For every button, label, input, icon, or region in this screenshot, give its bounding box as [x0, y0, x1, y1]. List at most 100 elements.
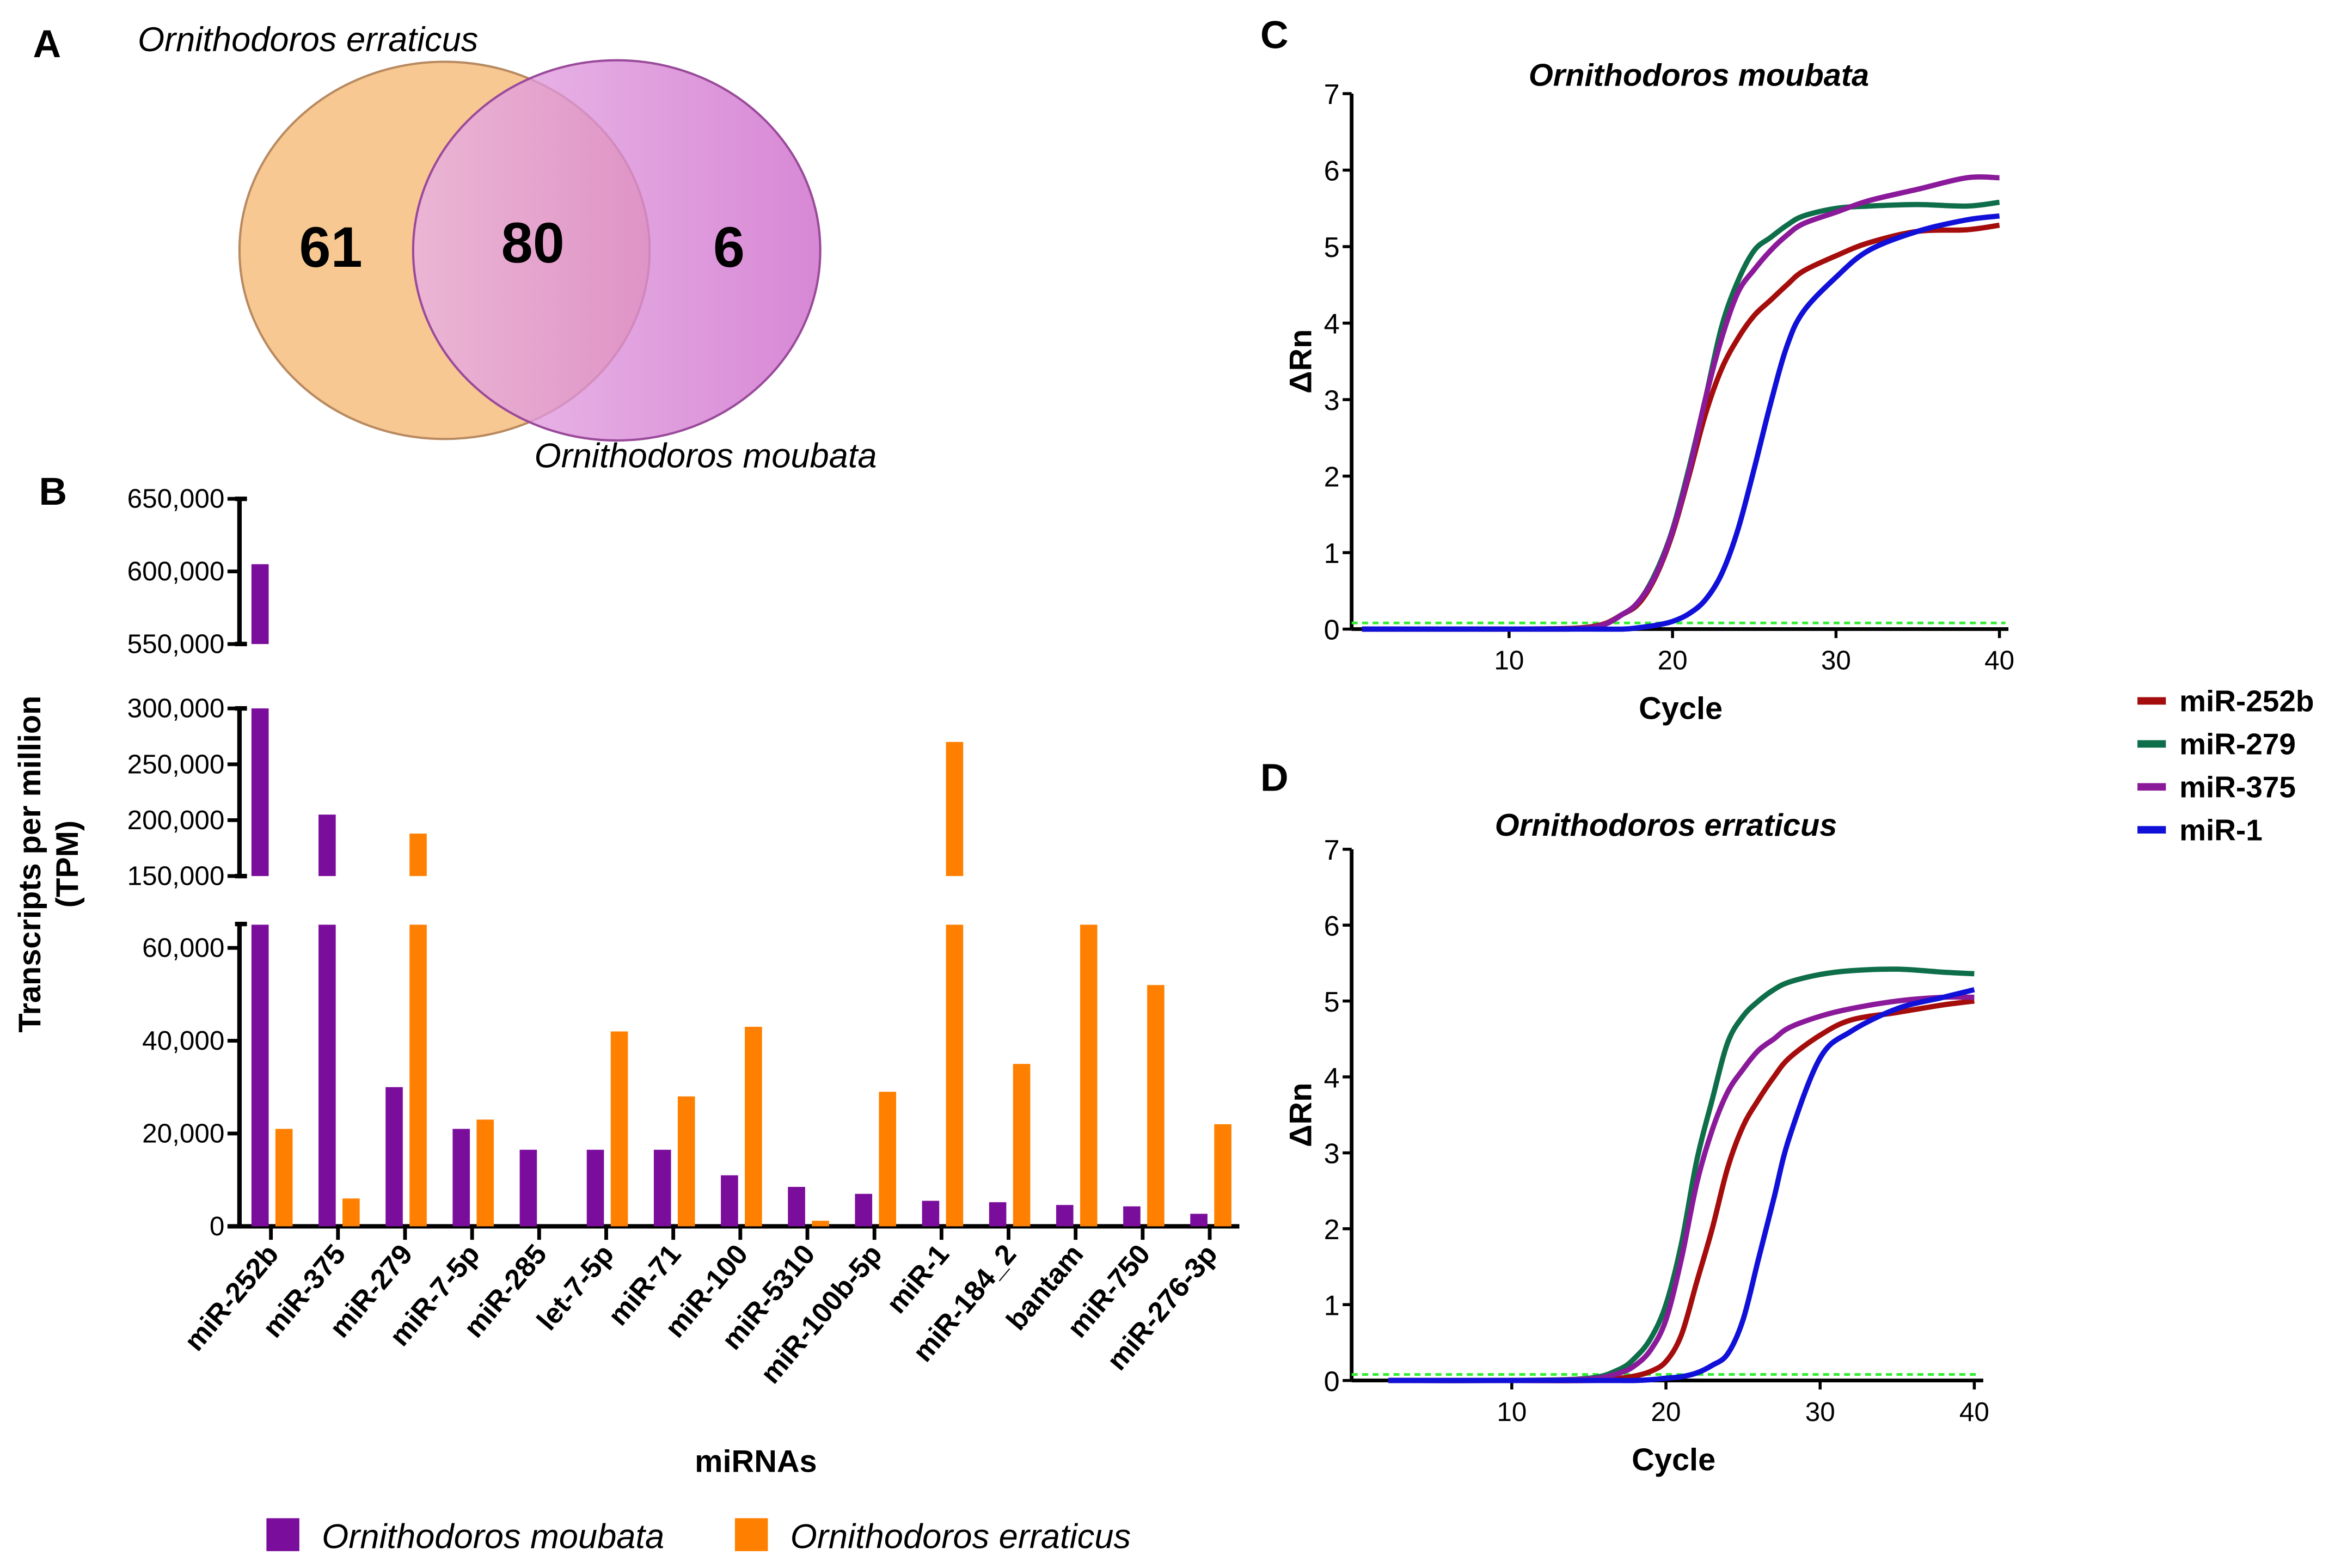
y-tick-label: 300,000: [127, 694, 225, 724]
venn-label-erraticus: Ornithodoros erraticus: [138, 21, 478, 59]
bar-erraticus: [610, 1031, 628, 1227]
bar-erraticus: [879, 1092, 897, 1227]
legend-label: miR-375: [2179, 770, 2296, 804]
venn-diagram: A Ornithodoros erraticus Ornithodoros mo…: [33, 21, 877, 475]
y-tick-label: 1: [1324, 1290, 1340, 1321]
x-axis-label: miRNAs: [695, 1444, 817, 1479]
bar-erraticus: [677, 1096, 695, 1227]
series-line-miR-279: [1388, 966, 1975, 1383]
x-tick-label: 40: [1984, 646, 2014, 676]
bar-legend: Ornithodoros moubata Ornithodoros errati…: [266, 1518, 1131, 1556]
series-line-miR-252b: [1362, 222, 2000, 632]
bar-moubata: [251, 924, 269, 1227]
y-tick-label: 3: [1324, 1138, 1340, 1170]
venn-count-overlap: 80: [501, 211, 565, 275]
bar-erraticus: [946, 742, 964, 877]
bar-moubata: [788, 1186, 805, 1227]
y-tick-label: 2: [1324, 1214, 1340, 1246]
bar-moubata: [251, 708, 269, 877]
x-tick-label: 10: [1494, 646, 1524, 676]
chart-title: Ornithodoros moubata: [1529, 58, 1869, 93]
legend-swatch-moubata: [266, 1518, 299, 1552]
bar-moubata: [318, 814, 336, 877]
y-tick-label: 650,000: [127, 484, 225, 514]
y-axis-label: ΔRn: [1283, 329, 1318, 393]
bar-moubata: [452, 1129, 470, 1227]
panel-label-c: C: [1260, 14, 1289, 57]
bar-erraticus: [812, 1221, 829, 1227]
y-tick-label: 40,000: [142, 1026, 224, 1056]
panel-label-b: B: [39, 470, 67, 513]
x-tick-label: 20: [1658, 646, 1688, 676]
series-line-miR-252b: [1388, 998, 1975, 1383]
legend-label-moubata: Ornithodoros moubata: [322, 1518, 664, 1556]
venn-count-left: 61: [299, 216, 363, 279]
y-tick-label: 4: [1324, 309, 1340, 340]
legend-label-erraticus: Ornithodoros erraticus: [790, 1518, 1131, 1556]
series-line-miR-1: [1388, 987, 1975, 1383]
y-tick-label: 0: [210, 1211, 225, 1241]
y-axis-label: ΔRn: [1283, 1083, 1318, 1147]
bar-moubata: [653, 1149, 671, 1227]
y-tick-label: 1: [1324, 538, 1340, 569]
bar-moubata: [1056, 1205, 1074, 1227]
bar-moubata: [251, 564, 269, 644]
x-tick-label: 30: [1805, 1397, 1835, 1427]
bar-moubata: [1190, 1214, 1208, 1227]
bar-moubata: [519, 1149, 537, 1227]
legend-label: miR-1: [2179, 813, 2263, 847]
bar-erraticus: [409, 924, 427, 1227]
y-tick-label: 600,000: [127, 556, 225, 586]
y-tick-label: 7: [1324, 835, 1340, 866]
y-tick-label: 200,000: [127, 805, 225, 835]
y-axis-label-unit: (TPM): [50, 820, 85, 908]
bar-erraticus: [409, 834, 427, 877]
y-tick-label: 0: [1324, 615, 1340, 646]
x-axis-label: Cycle: [1632, 1443, 1715, 1478]
bar-moubata: [385, 1087, 403, 1227]
legend-label: miR-279: [2179, 727, 2296, 761]
y-tick-label: 4: [1324, 1062, 1340, 1094]
y-tick-label: 3: [1324, 385, 1340, 416]
bar-moubata: [922, 1200, 940, 1227]
series-line-miR-375: [1388, 994, 1975, 1383]
y-tick-label: 5: [1324, 987, 1340, 1018]
series-line-miR-279: [1362, 199, 2000, 632]
panel-label-d: D: [1260, 756, 1289, 799]
bar-erraticus: [1013, 1064, 1031, 1227]
x-axis-label: Cycle: [1639, 691, 1723, 726]
legend-label: miR-252b: [2179, 684, 2314, 718]
qpcr-chart-erraticus: D Ornithodoros erraticus 0 1 2 3 4 5 6 7 10 20 30 40…: [1260, 756, 1989, 1477]
y-tick-label: 60,000: [142, 933, 224, 963]
series-line-miR-375: [1362, 174, 2000, 632]
y-tick-label: 150,000: [127, 861, 225, 891]
y-tick-label: 7: [1324, 79, 1340, 111]
venn-count-right: 6: [713, 216, 745, 279]
bar-moubata: [586, 1149, 604, 1227]
bar-erraticus: [1214, 1124, 1231, 1227]
panel-label-a: A: [33, 22, 61, 66]
bar-moubata: [1123, 1206, 1141, 1227]
qpcr-chart-moubata: C Ornithodoros moubata 0 1 2 3 4 5 6 7 10 20 30 40 Cy…: [1260, 14, 2014, 726]
chart-title: Ornithodoros erraticus: [1495, 808, 1837, 843]
bar-erraticus: [342, 1198, 360, 1227]
line-legend: miR-252b miR-279 miR-375 miR-1: [2137, 684, 2314, 847]
y-tick-label: 0: [1324, 1366, 1340, 1398]
y-tick-label: 250,000: [127, 749, 225, 779]
y-axis-label: Transcripts per million: [13, 696, 47, 1033]
x-tick-label: miR-252b: [179, 1239, 285, 1357]
bar-erraticus: [946, 924, 964, 1227]
bar-erraticus: [275, 1129, 293, 1227]
venn-circle-moubata: [412, 59, 822, 442]
x-tick-label: 40: [1959, 1397, 1989, 1427]
x-tick-label: 30: [1821, 646, 1851, 676]
y-tick-label: 5: [1324, 232, 1340, 264]
bar-moubata: [855, 1193, 873, 1227]
series-line-miR-1: [1362, 213, 2000, 632]
y-tick-label: 2: [1324, 462, 1340, 493]
y-tick-label: 20,000: [142, 1118, 224, 1148]
bar-erraticus: [1080, 924, 1098, 1227]
bar-erraticus: [1147, 985, 1165, 1227]
bar-erraticus: [476, 1119, 494, 1227]
